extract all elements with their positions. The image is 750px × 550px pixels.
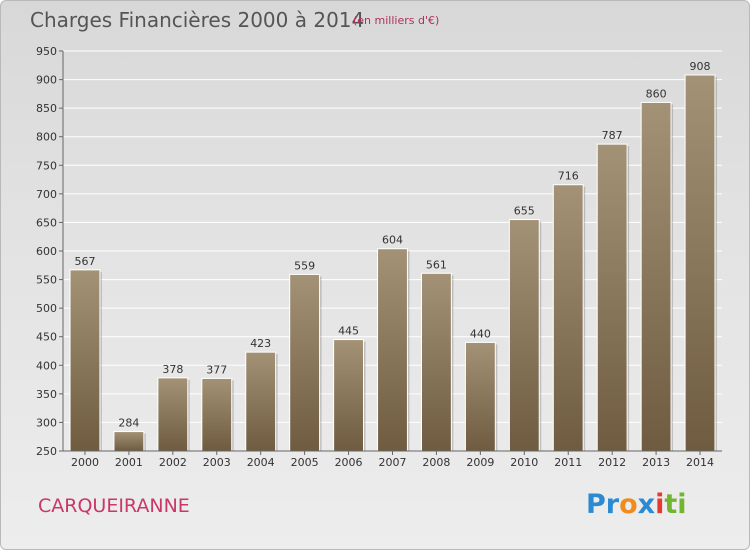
y-tick-label: 650 [36, 216, 57, 229]
bars: 567 284 378 377 423 559 445 604 561 440 655 716 787 8… [69, 60, 717, 452]
bar-value-label: 604 [382, 234, 403, 247]
y-axis: 250 300 350 400 450 500 550 600 650 700 750 800 850 9… [36, 45, 64, 458]
x-tick-label: 2003 [203, 456, 231, 469]
bar-value-label: 787 [602, 129, 623, 142]
x-tick-label: 2007 [379, 456, 407, 469]
bar-value-label: 655 [514, 205, 535, 218]
proxiti-logo: Proxiti [586, 489, 687, 520]
chart-title: Charges Financières 2000 à 2014 [30, 8, 365, 32]
x-tick-label: 2001 [115, 456, 143, 469]
bar-value-label: 567 [74, 255, 95, 268]
x-tick-label: 2013 [642, 456, 670, 469]
bar-2001 [113, 431, 145, 452]
bar-2011 [552, 184, 584, 452]
y-tick-label: 750 [36, 159, 57, 172]
x-tick-label: 2006 [335, 456, 363, 469]
y-tick-label: 300 [36, 416, 57, 429]
y-tick-label: 350 [36, 388, 57, 401]
y-tick-label: 700 [36, 188, 57, 201]
bar-value-label: 284 [118, 417, 139, 430]
chart-subtitle: (en milliers d'€) [353, 14, 440, 27]
bar-2008 [420, 272, 452, 452]
bar-2000 [69, 269, 101, 452]
bar-2007 [377, 248, 408, 452]
bar-2004 [245, 351, 277, 452]
bar-value-label: 908 [690, 60, 711, 73]
bar-2010 [508, 219, 540, 452]
bar-2013 [640, 101, 672, 452]
bar-2006 [333, 339, 365, 452]
y-tick-label: 950 [36, 45, 57, 58]
y-tick-label: 600 [36, 245, 57, 258]
bar-2009 [464, 341, 496, 452]
x-tick-label: 2002 [159, 456, 187, 469]
bar-2012 [596, 143, 628, 452]
x-tick-label: 2000 [71, 456, 99, 469]
bar-value-label: 860 [646, 87, 667, 100]
bar-2002 [157, 377, 189, 452]
x-tick-label: 2009 [466, 456, 494, 469]
x-tick-label: 2014 [686, 456, 714, 469]
x-tick-label: 2004 [247, 456, 275, 469]
y-tick-label: 800 [36, 131, 57, 144]
x-tick-label: 2008 [422, 456, 450, 469]
x-tick-label: 2005 [291, 456, 319, 469]
bar-2014 [684, 74, 716, 452]
bar-value-label: 377 [206, 363, 227, 376]
bar-2005 [289, 273, 321, 452]
y-tick-label: 550 [36, 274, 57, 287]
x-tick-label: 2012 [598, 456, 626, 469]
bar-value-label: 445 [338, 325, 359, 338]
bar-2003 [201, 377, 233, 452]
bar-value-label: 440 [470, 327, 491, 340]
y-tick-label: 900 [36, 74, 57, 87]
x-axis: 2000 2001 2002 2003 2004 2005 2006 2007 2008 2009… [63, 450, 722, 469]
bar-value-label: 716 [558, 170, 579, 183]
y-tick-label: 250 [36, 445, 57, 458]
y-tick-label: 450 [36, 331, 57, 344]
bar-value-label: 559 [294, 259, 315, 272]
y-tick-label: 850 [36, 102, 57, 115]
y-tick-label: 400 [36, 359, 57, 372]
x-tick-label: 2010 [510, 456, 538, 469]
bar-value-label: 378 [162, 363, 183, 376]
y-tick-label: 500 [36, 302, 57, 315]
bar-value-label: 423 [250, 337, 271, 350]
bar-value-label: 561 [426, 258, 447, 271]
x-tick-label: 2011 [554, 456, 582, 469]
town-name: CARQUEIRANNE [38, 495, 190, 517]
